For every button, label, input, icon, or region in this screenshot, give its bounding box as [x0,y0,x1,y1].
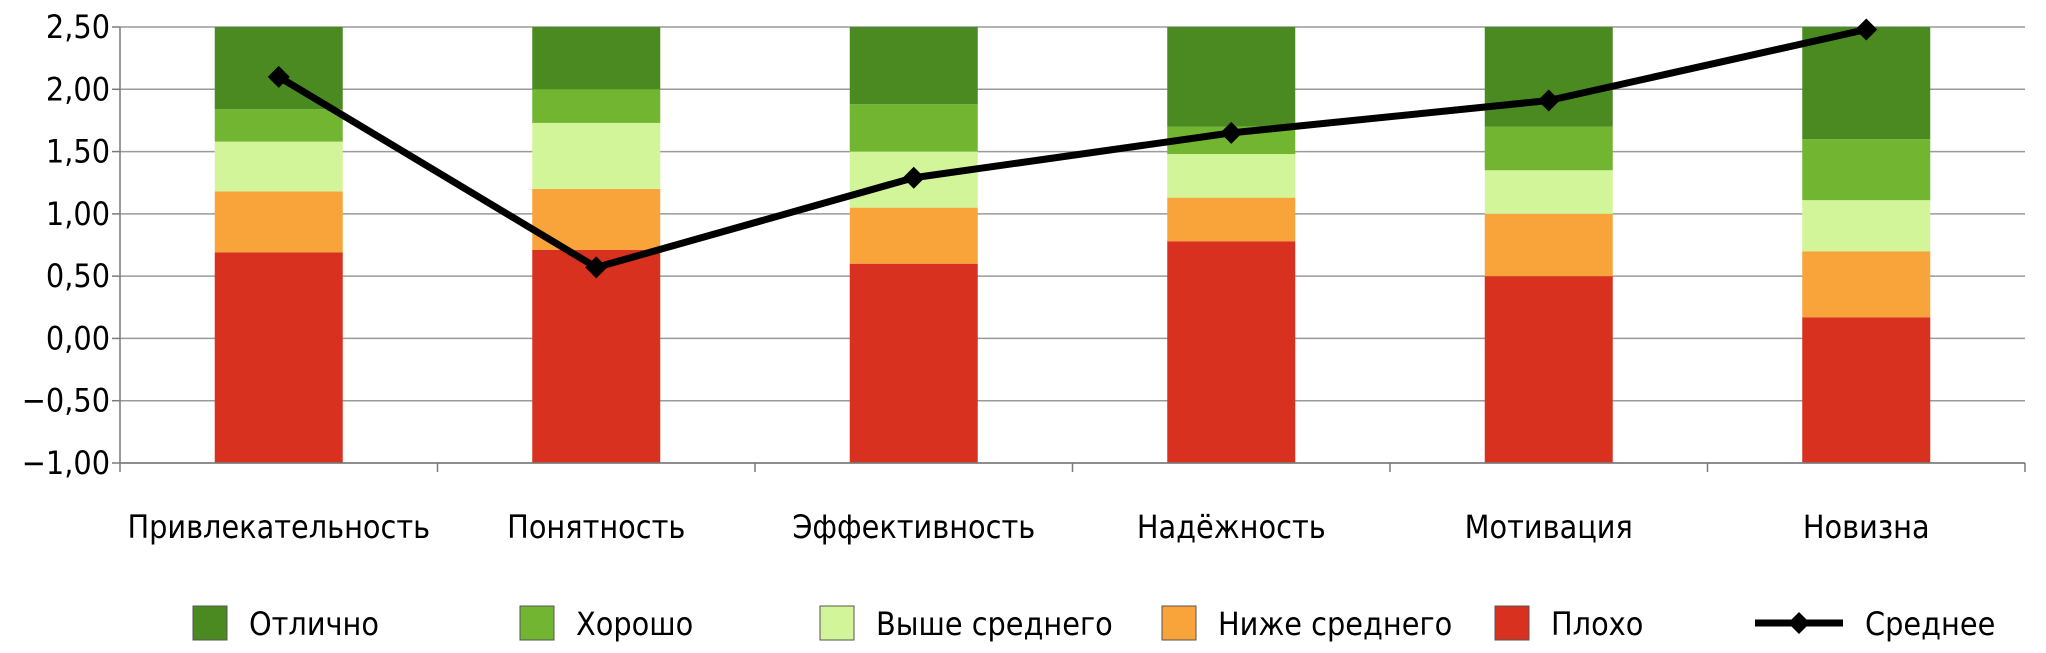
axis-labels: 2,50 2,00 1,50 1,00 0,50 0,00 −0,50 −1,00 Привле… [22,8,1930,546]
legend: Отлично Хорошо Выше среднего Ниже среднего П… [192,605,1995,643]
y-tick-label: 0,50 [46,257,110,295]
legend-swatch [819,605,855,641]
bar-segment [532,249,661,463]
y-tick-label: 0,00 [46,319,110,357]
legend-label: Ниже среднего [1218,605,1452,643]
bar-segment [214,191,343,253]
average-point [1220,121,1243,144]
y-tick-label: 1,50 [46,133,110,171]
bar-segment [532,122,661,189]
legend-swatch [1494,605,1530,641]
bar-segment [532,27,661,90]
bar-segment [214,141,343,192]
y-tick-label: 2,50 [46,8,110,46]
axes [112,26,2026,472]
bar-segment [849,263,978,463]
legend-label: Хорошо [576,605,693,643]
average-point [1537,89,1560,112]
bar-segment [1167,241,1296,463]
bar-segment [1167,154,1296,198]
average-point [585,256,608,279]
x-tick-label: Эффективность [792,508,1035,546]
legend-label: Плохо [1551,605,1643,643]
x-tick-label: Мотивация [1465,508,1633,546]
bars [214,27,1931,463]
legend-swatch [519,605,555,641]
x-tick-label: Новизна [1803,508,1930,546]
bar-segment [1802,200,1931,252]
bar-segment [1802,251,1931,318]
bar-segment [1167,27,1296,127]
bar-segment [214,252,343,463]
gridlines [120,26,2025,464]
bar-segment [849,27,978,105]
legend-swatch [192,605,228,641]
legend-swatch [1161,605,1197,641]
average-series-line [276,26,1868,271]
x-tick-label: Надёжность [1137,508,1326,546]
x-tick-label: Привлекательность [127,508,430,546]
bar-segment [1484,213,1613,277]
legend-label: Выше среднего [876,605,1113,643]
bar-segment [849,207,978,264]
legend-label: Отлично [249,605,379,643]
bar-segment [1484,27,1613,127]
bar-segment [1802,317,1931,463]
average-point [267,65,290,88]
y-tick-label: −1,00 [22,444,110,482]
bar-segment [1484,170,1613,214]
bar-segment [214,109,343,142]
legend-line-marker [1788,612,1810,634]
bar-segment [1484,276,1613,463]
bar-segment [1167,197,1296,242]
average-point [1855,18,1878,41]
average-point [902,166,925,189]
bar-segment [532,89,661,123]
bar-segment [849,104,978,152]
bar-segment [1802,139,1931,201]
y-tick-label: 2,00 [46,70,110,108]
y-tick-label: 1,00 [46,195,110,233]
x-tick-label: Понятность [507,508,685,546]
legend-label: Среднее [1865,605,1995,643]
bar-segment [1802,27,1931,140]
bar-segment [1484,126,1613,171]
y-tick-label: −0,50 [22,382,110,420]
average-line [267,18,1878,279]
